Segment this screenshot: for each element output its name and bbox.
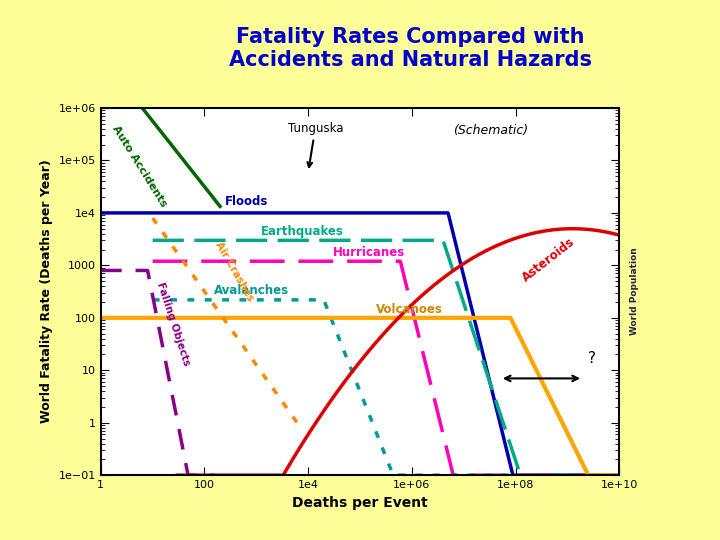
Text: Fatality Rates Compared with
Accidents and Natural Hazards: Fatality Rates Compared with Accidents a… <box>229 27 592 70</box>
Text: Avalanches: Avalanches <box>214 285 289 298</box>
Text: World Population: World Population <box>630 248 639 335</box>
Text: (Schematic): (Schematic) <box>454 124 528 137</box>
Text: Auto Accidents: Auto Accidents <box>110 124 168 209</box>
Text: Volcanoes: Volcanoes <box>376 303 443 316</box>
Y-axis label: World Fatality Rate (Deaths per Year): World Fatality Rate (Deaths per Year) <box>40 160 53 423</box>
Text: Tunguska: Tunguska <box>287 122 343 167</box>
Text: Falling Objects: Falling Objects <box>155 281 192 367</box>
Text: Floods: Floods <box>225 195 269 208</box>
Text: Air Crashes: Air Crashes <box>214 240 256 303</box>
Text: Hurricanes: Hurricanes <box>333 246 405 259</box>
Text: Asteroids: Asteroids <box>520 235 577 284</box>
X-axis label: Deaths per Event: Deaths per Event <box>292 496 428 510</box>
Text: Earthquakes: Earthquakes <box>261 225 343 238</box>
Text: ?: ? <box>588 350 596 366</box>
